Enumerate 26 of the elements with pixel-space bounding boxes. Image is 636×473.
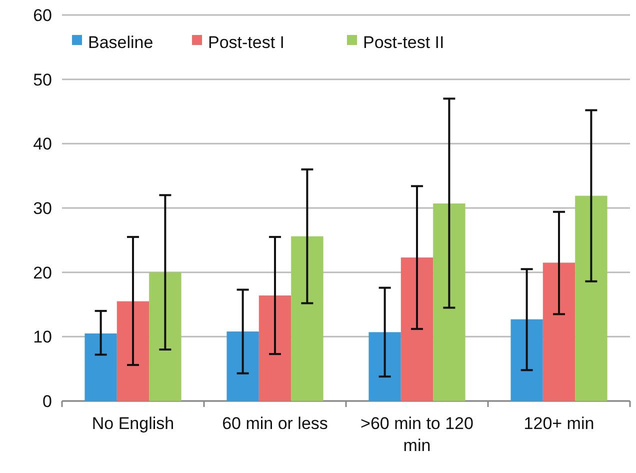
y-tick-label: 50 — [33, 70, 52, 90]
x-tick-label: >60 min to 120 min — [360, 414, 474, 455]
x-tick-label: 60 min or less — [222, 414, 328, 433]
bar — [510, 319, 543, 401]
bar — [258, 295, 292, 401]
y-tick-label: 10 — [33, 328, 52, 347]
legend-label: Baseline — [88, 33, 154, 52]
bar — [226, 332, 259, 401]
legend-label: Post-test I — [208, 33, 285, 52]
bar — [575, 196, 608, 401]
x-tick-label: No English — [92, 414, 174, 433]
bar — [116, 301, 150, 401]
bar — [433, 203, 466, 401]
bar — [291, 236, 324, 401]
bar — [400, 258, 434, 401]
x-tick-label: 120+ min — [524, 414, 594, 433]
y-tick-label: 30 — [33, 198, 52, 218]
bar — [149, 272, 182, 401]
bar — [368, 332, 401, 401]
legend-label: Post-test II — [363, 33, 444, 52]
y-tick-label: 40 — [33, 134, 52, 154]
bar — [542, 262, 576, 401]
y-tick-label: 0 — [42, 392, 52, 411]
bar — [84, 333, 117, 401]
y-tick-label: 60 — [33, 6, 52, 25]
y-tick-label: 20 — [33, 263, 52, 282]
